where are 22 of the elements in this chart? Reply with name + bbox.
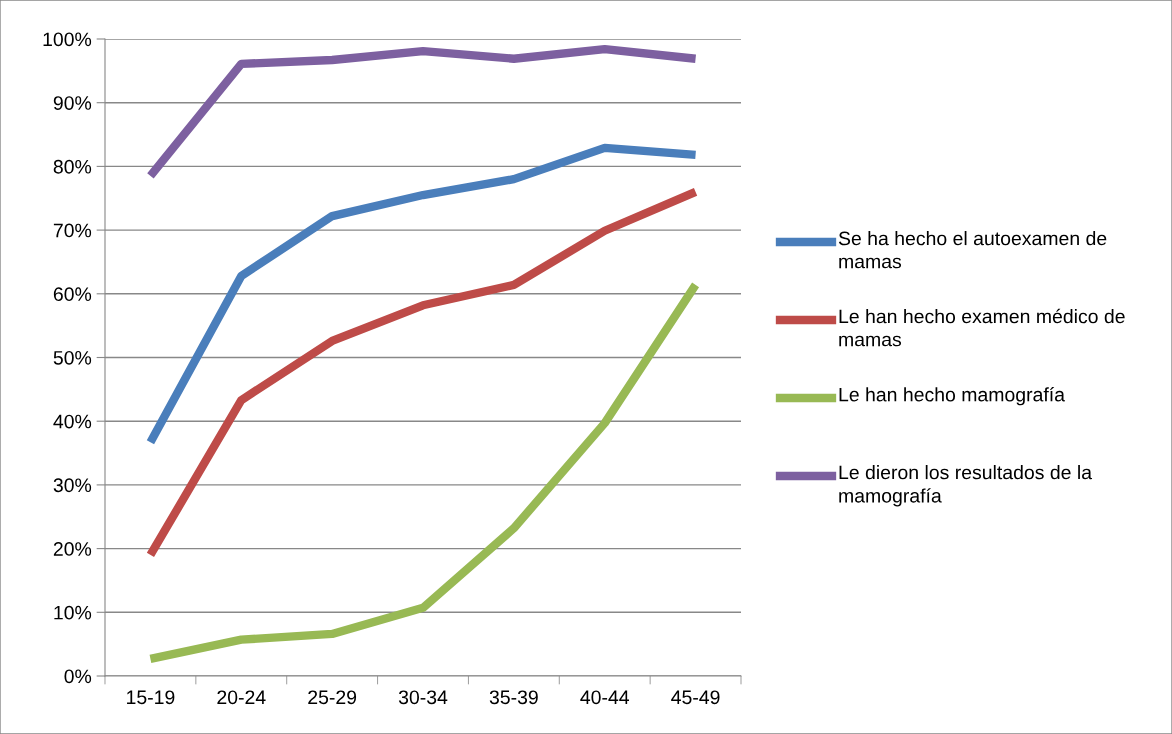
x-tick-label: 25-29: [308, 690, 357, 705]
x-tick-label: 20-24: [217, 690, 266, 705]
y-tick-label: 50%: [53, 350, 92, 365]
x-tick-label: 35-39: [489, 690, 538, 705]
y-tick-label: 40%: [53, 414, 92, 429]
x-tick-label: 15-19: [127, 690, 175, 705]
y-tick-label: 60%: [53, 287, 92, 302]
y-tick-label: 20%: [53, 542, 92, 556]
y-tick-label: 10%: [54, 605, 92, 620]
y-tick-label: 100%: [43, 32, 92, 47]
x-tick-label: 40-44: [580, 690, 630, 705]
legend-label: Le han hecho mamografía: [839, 387, 1065, 406]
y-tick-label: 30%: [53, 478, 92, 493]
y-tick-label: 70%: [53, 223, 92, 238]
legend-label: Se ha hecho el autoexamen de mamas: [838, 231, 1107, 269]
x-tick-label: 30-34: [398, 690, 448, 705]
x-tick-label: 45-49: [671, 690, 720, 705]
y-tick-label: 0%: [64, 669, 92, 684]
y-tick-label: 90%: [53, 96, 92, 110]
legend-label: Le dieron los resultados de la mamografía: [839, 465, 1093, 507]
legend-label: Le han hecho examen médico de mamas: [839, 308, 1125, 347]
y-tick-label: 80%: [53, 159, 92, 174]
